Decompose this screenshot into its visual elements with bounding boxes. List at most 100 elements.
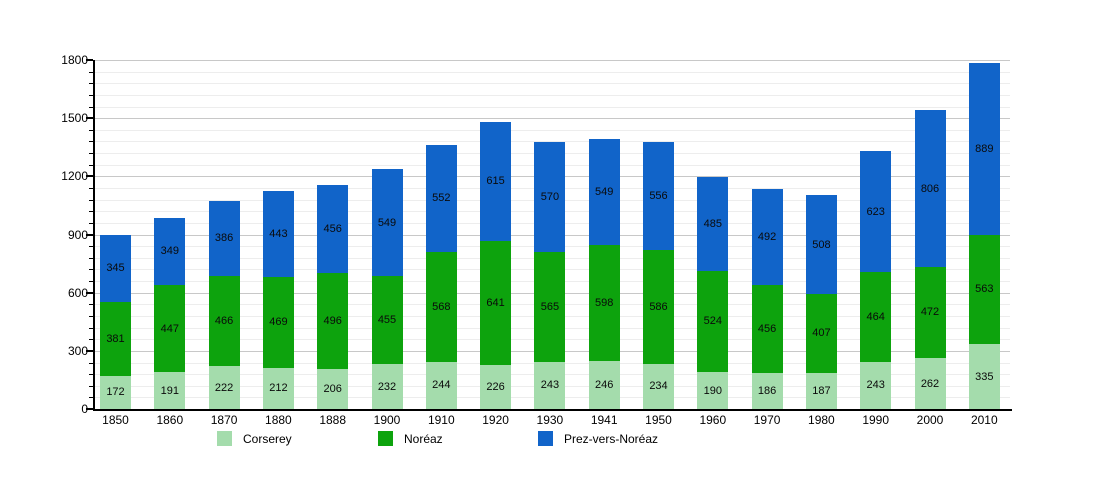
segment-value-label: 172 [106,386,125,399]
segment-value-label: 492 [757,230,777,243]
segment-value-label: 598 [595,297,614,310]
legend-item-noreaz: Noréaz [378,431,443,446]
x-tick-label: 1850 [102,413,129,427]
y-tick-label: 600 [67,285,88,300]
bar-segment-corserey: 226 [480,365,512,409]
y-minor-tick [89,71,93,73]
bar-segment-corserey: 222 [208,366,240,409]
y-tick-label: 1500 [61,111,88,126]
segment-value-label: 455 [377,313,397,326]
y-minor-tick [89,222,93,224]
segment-value-label: 472 [920,306,940,319]
x-tick-label: 1990 [862,413,890,427]
bar-segment-prez-vers-nor-az: 570 [534,141,566,253]
y-minor-tick [89,129,93,131]
bar-segment-prez-vers-nor-az: 456 [317,184,349,273]
x-tick-label: 1950 [645,413,672,427]
bar-segment-nor-az: 407 [805,293,837,373]
segment-value-label: 345 [106,262,125,275]
segment-value-label: 456 [323,222,342,235]
segment-value-label: 464 [866,310,885,323]
bar-segment-prez-vers-nor-az: 386 [208,200,240,276]
major-gridline [95,118,1010,120]
segment-value-label: 549 [377,216,397,229]
legend-label: Corserey [243,431,292,446]
noreaz-swatch-icon [378,431,393,446]
segment-value-label: 191 [160,384,179,397]
bar-segment-corserey: 262 [914,358,946,409]
y-minor-tick [89,153,93,155]
bar-segment-nor-az: 641 [480,240,512,366]
bar-segment-nor-az: 456 [751,284,783,373]
bar-segment-corserey: 191 [154,372,186,409]
segment-value-label: 496 [323,315,342,328]
bar-segment-prez-vers-nor-az: 806 [914,110,946,267]
segment-value-label: 556 [649,190,668,203]
y-major-tick [86,117,93,120]
segment-value-label: 615 [486,175,505,188]
x-tick-label: 1900 [373,413,401,427]
legend: Corserey Noréaz Prez-vers-Noréaz [0,431,1100,451]
bar-segment-nor-az: 563 [968,234,1000,344]
y-major-tick [86,59,93,61]
minor-gridline [95,129,1010,131]
x-tick-label: 2010 [970,413,998,427]
segment-value-label: 563 [975,283,994,296]
x-tick-label: 1870 [210,413,238,427]
segment-value-label: 806 [920,182,940,195]
y-major-tick [86,175,93,178]
corserey-swatch-icon [217,431,232,446]
minor-gridline [95,94,1010,96]
segment-value-label: 469 [269,316,288,329]
bar-segment-corserey: 243 [534,361,566,409]
segment-value-label: 244 [432,379,451,392]
y-major-tick [86,291,93,294]
segment-value-label: 443 [269,228,288,241]
y-tick-label: 300 [67,343,88,358]
bar-segment-corserey: 244 [425,361,457,409]
y-minor-tick [89,246,93,248]
minor-gridline [95,71,1010,73]
y-minor-tick [89,83,93,85]
segment-value-label: 456 [757,322,777,335]
segment-value-label: 447 [160,322,179,335]
segment-value-label: 466 [214,314,234,327]
bar-segment-prez-vers-nor-az: 492 [751,189,783,285]
y-axis-line [93,60,95,411]
bar-segment-prez-vers-nor-az: 508 [805,195,837,294]
bar-segment-prez-vers-nor-az: 615 [480,121,512,241]
legend-item-corserey: Corserey [217,431,292,446]
bar-segment-nor-az: 598 [588,245,620,362]
segment-value-label: 262 [920,377,940,390]
y-tick-label: 900 [67,227,88,242]
bar-segment-prez-vers-nor-az: 485 [697,176,729,271]
bar-segment-nor-az: 455 [371,275,403,364]
bar-segment-nor-az: 472 [914,266,946,359]
segment-value-label: 641 [486,297,505,310]
y-minor-tick [89,327,93,329]
bar-segment-corserey: 190 [697,372,729,409]
y-minor-tick [89,281,93,282]
x-tick-label: 2000 [916,413,944,427]
x-axis-line [93,409,1012,411]
segment-value-label: 381 [106,332,125,345]
segment-value-label: 386 [214,232,234,245]
segment-value-label: 407 [812,327,831,340]
y-tick-label: 1800 [61,53,88,67]
segment-value-label: 565 [540,301,560,314]
x-tick-label: 1970 [753,413,781,427]
bar-segment-prez-vers-nor-az: 623 [860,151,892,272]
segment-value-label: 586 [649,300,668,313]
y-minor-tick [89,199,93,201]
segment-value-label: 190 [703,384,722,397]
y-minor-tick [89,164,93,166]
segment-value-label: 212 [269,382,288,395]
segment-value-label: 508 [812,238,831,251]
x-tick-label: 1930 [536,413,564,427]
minor-gridline [95,106,1010,108]
x-tick-label: 1888 [319,413,347,427]
segment-value-label: 552 [432,192,451,205]
bar-segment-prez-vers-nor-az: 549 [588,139,620,246]
bar-segment-corserey: 232 [371,364,403,409]
